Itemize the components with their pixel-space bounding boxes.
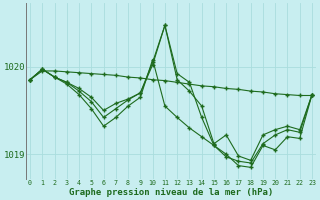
X-axis label: Graphe pression niveau de la mer (hPa): Graphe pression niveau de la mer (hPa) [69,188,273,197]
